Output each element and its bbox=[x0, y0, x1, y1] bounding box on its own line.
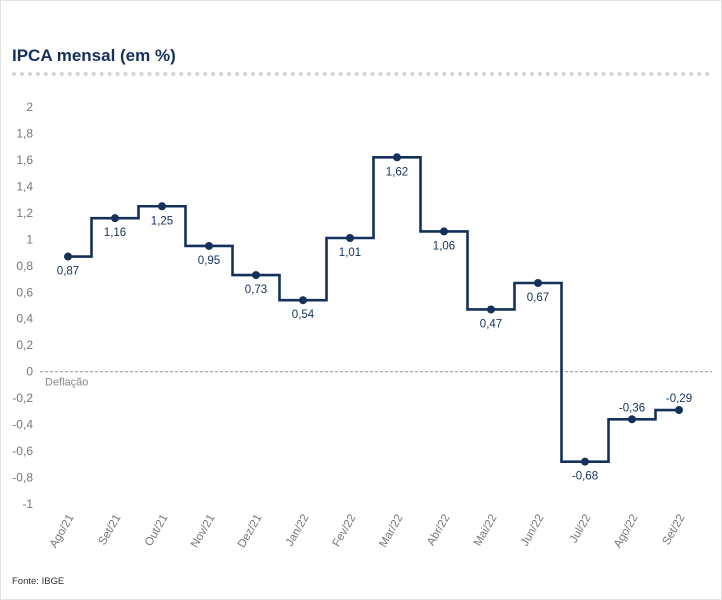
data-point bbox=[111, 214, 119, 223]
y-tick-label: 1,8 bbox=[16, 126, 33, 140]
chart-title: IPCA mensal (em %) bbox=[12, 46, 176, 65]
data-label: -0,68 bbox=[572, 471, 598, 483]
x-tick-label: Mai/22 bbox=[472, 513, 500, 549]
data-point bbox=[581, 457, 589, 466]
y-axis: 2 1,8 1,6 1,4 1,2 1 0,8 0,6 0,4 0,2 0 -0,2 -0,4 -0,6 -… bbox=[12, 100, 33, 511]
y-tick-label: 0,6 bbox=[16, 285, 33, 299]
data-point bbox=[346, 234, 354, 243]
x-tick-label: Jul/22 bbox=[568, 513, 594, 546]
y-tick-label: 0,8 bbox=[16, 259, 33, 273]
data-point bbox=[299, 296, 307, 305]
data-label: 1,62 bbox=[386, 166, 408, 178]
x-tick-label: Set/22 bbox=[661, 513, 688, 548]
data-label: 1,25 bbox=[151, 215, 173, 227]
y-tick-label: 0,4 bbox=[16, 312, 33, 326]
series-step-line bbox=[68, 155, 679, 463]
x-tick-label: Abr/22 bbox=[425, 513, 452, 548]
x-tick-label: Out/21 bbox=[143, 513, 171, 549]
data-label: 0,47 bbox=[480, 318, 502, 330]
data-label: 0,87 bbox=[57, 266, 79, 278]
data-point bbox=[534, 279, 542, 288]
data-point bbox=[487, 305, 495, 314]
data-point bbox=[64, 252, 72, 261]
data-point bbox=[440, 227, 448, 236]
title-divider bbox=[12, 72, 710, 76]
data-label: 0,54 bbox=[292, 309, 315, 321]
data-point bbox=[158, 202, 166, 211]
data-point bbox=[675, 406, 683, 415]
x-tick-label: Jan/22 bbox=[284, 513, 312, 549]
x-tick-label: Dez/21 bbox=[236, 513, 265, 551]
y-tick-label: -0,6 bbox=[12, 444, 33, 458]
x-tick-label: Mar/22 bbox=[377, 513, 405, 550]
data-label: 1,16 bbox=[104, 227, 126, 239]
y-tick-label: 2 bbox=[26, 100, 33, 114]
x-tick-label: Set/21 bbox=[97, 513, 124, 548]
y-tick-label: -0,2 bbox=[12, 391, 33, 405]
data-labels: 0,87 1,16 1,25 0,95 0,73 0,54 1,01 1,62 1,06 0,47… bbox=[57, 166, 692, 482]
deflation-label: Deflação bbox=[45, 377, 88, 389]
y-tick-label: -0,8 bbox=[12, 471, 33, 485]
x-tick-label: Ago/22 bbox=[612, 513, 641, 551]
data-label: -0,29 bbox=[666, 393, 692, 405]
y-tick-label: -0,4 bbox=[12, 418, 33, 432]
x-axis: Ago/21 Set/21 Out/21 Nov/21 Dez/21 Jan/22 Fev/… bbox=[48, 513, 688, 551]
x-tick-label: Ago/21 bbox=[48, 513, 77, 551]
y-tick-label: 1,2 bbox=[16, 206, 33, 220]
y-tick-label: 0,2 bbox=[16, 338, 33, 352]
x-tick-label: Nov/21 bbox=[189, 513, 218, 551]
y-tick-label: -1 bbox=[22, 497, 33, 511]
data-label: 1,01 bbox=[339, 247, 361, 259]
y-tick-label: 1,4 bbox=[16, 179, 33, 193]
data-point bbox=[205, 241, 213, 250]
x-tick-label: Jun/22 bbox=[519, 513, 547, 549]
data-label: 0,95 bbox=[198, 255, 220, 267]
data-label: 0,73 bbox=[245, 284, 267, 296]
data-label: 0,67 bbox=[527, 292, 549, 304]
y-tick-label: 1 bbox=[26, 232, 33, 246]
y-tick-label: 0 bbox=[26, 365, 33, 379]
zero-line-group: Deflação bbox=[40, 371, 712, 389]
data-label: -0,36 bbox=[619, 402, 645, 414]
data-point bbox=[628, 415, 636, 424]
x-tick-label: Fev/22 bbox=[331, 513, 359, 549]
data-point bbox=[252, 271, 260, 280]
y-tick-label: 1,6 bbox=[16, 153, 33, 167]
series-group bbox=[64, 153, 683, 466]
source-note: Fonte: IBGE bbox=[12, 576, 65, 587]
data-label: 1,06 bbox=[433, 240, 455, 252]
data-point bbox=[393, 153, 401, 162]
